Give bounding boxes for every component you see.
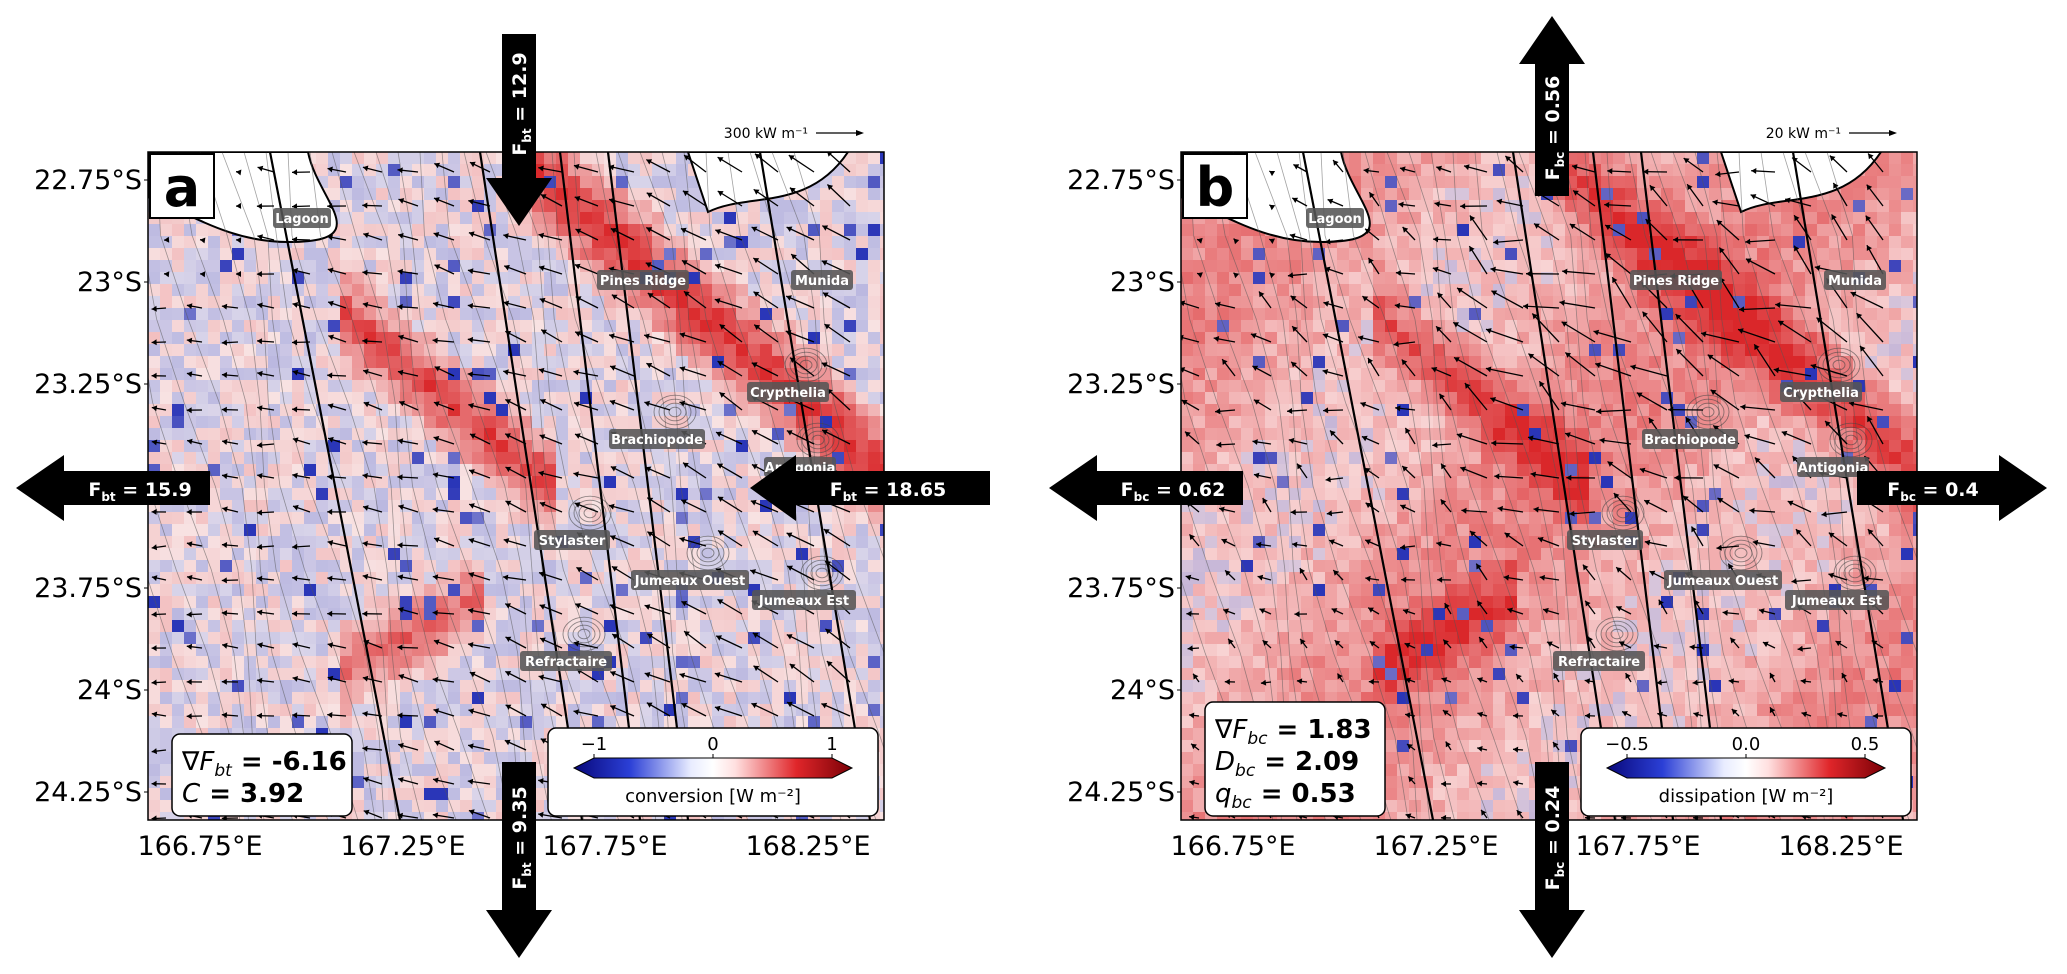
flux-arrow-left: Fbt = 15.9: [16, 455, 210, 521]
site-label: Jumeaux Est: [752, 590, 856, 610]
panel-b: 22.75°S23°S23.25°S23.5°S23.75°S24°S24.25…: [1033, 0, 2066, 974]
lat-tick-label: 24°S: [1110, 675, 1175, 706]
flux-value: Fbc = 0.62: [1121, 479, 1226, 504]
colorbar-tick-label: 0: [707, 734, 718, 755]
site-label: Crypthelia: [747, 382, 829, 402]
site-label: Lagoon: [1306, 208, 1364, 228]
site-label: Lagoon: [273, 208, 331, 228]
map-figure: 22.75°S23°S23.25°S23.5°S23.75°S24°S24.25…: [1049, 16, 2047, 958]
site-label: Refractaire: [520, 651, 612, 671]
quiver-scale-label: 20 kW m⁻¹: [1766, 126, 1841, 142]
colorbar-tick-label: 0.5: [1851, 734, 1880, 755]
stat-value: ∇Fbt = -6.16: [181, 747, 347, 781]
lat-tick-label: 23°S: [1110, 267, 1175, 298]
site-label: Crypthelia: [1780, 382, 1862, 402]
svg-text:Pines Ridge: Pines Ridge: [600, 274, 686, 289]
site-label: Pines Ridge: [597, 270, 689, 290]
lon-tick-label: 167.75°E: [1575, 831, 1700, 862]
flux-arrow-left: Fbc = 0.62: [1049, 455, 1243, 521]
svg-text:Stylaster: Stylaster: [539, 534, 606, 549]
panel-letter: a: [164, 156, 200, 219]
site-label: Stylaster: [1567, 530, 1643, 550]
svg-text:Lagoon: Lagoon: [275, 212, 328, 227]
lat-tick-label: 23.75°S: [1067, 573, 1175, 604]
flux-arrow-right: Fbc = 0.4: [1857, 455, 2047, 521]
lat-tick-label: 23.25°S: [1067, 369, 1175, 400]
lat-tick-label: 22.75°S: [1067, 165, 1175, 196]
flux-value: Fbt = 18.65: [830, 479, 947, 504]
svg-text:Refractaire: Refractaire: [525, 655, 607, 670]
lon-tick-label: 168.25°E: [1778, 831, 1903, 862]
flux-arrow-bottom: Fbt = 9.35: [486, 762, 552, 958]
stat-value: Dbc = 2.09: [1215, 747, 1359, 781]
lon-tick-label: 166.75°E: [1170, 831, 1295, 862]
flux-arrow-bottom: Fbc = 0.24: [1519, 762, 1585, 958]
site-label: Munida: [791, 270, 853, 290]
colorbar-tick-label: 1: [826, 734, 837, 755]
site-label: Jumeaux Ouest: [631, 570, 749, 590]
lat-tick-label: 24.25°S: [34, 777, 142, 808]
flux-value: Fbc = 0.56: [1542, 76, 1567, 181]
svg-text:Brachiopode: Brachiopode: [611, 433, 703, 448]
lon-tick-label: 167.25°E: [340, 831, 465, 862]
lon-tick-label: 168.25°E: [745, 831, 870, 862]
flux-arrow-top: Fbt = 12.9: [486, 34, 552, 226]
site-label: Pines Ridge: [1630, 270, 1722, 290]
site-label: Brachiopode: [1642, 429, 1738, 449]
lon-tick-label: 167.75°E: [542, 831, 667, 862]
flux-arrow-right: Fbt = 18.65: [750, 455, 990, 521]
svg-text:Munida: Munida: [795, 274, 849, 289]
colorbar-tick-label: −0.5: [1605, 734, 1649, 755]
svg-text:Crypthelia: Crypthelia: [750, 386, 826, 401]
colorbar-tick-label: −1: [581, 734, 608, 755]
colorbar-tick-label: 0.0: [1732, 734, 1761, 755]
flux-value: Fbc = 0.24: [1542, 786, 1567, 891]
lon-tick-label: 167.25°E: [1373, 831, 1498, 862]
lon-tick-label: 166.75°E: [137, 831, 262, 862]
lat-tick-label: 24.25°S: [1067, 777, 1175, 808]
flux-value: Fbc = 0.4: [1887, 479, 1979, 504]
lat-tick-label: 22.75°S: [34, 165, 142, 196]
site-label: Antigonia: [1797, 457, 1869, 477]
flux-arrow-top: Fbc = 0.56: [1519, 16, 1585, 196]
panel-letter: b: [1196, 156, 1235, 219]
site-label: Munida: [1824, 270, 1886, 290]
stat-value: C = 3.92: [182, 779, 304, 809]
colorbar-label: conversion [W m⁻²]: [625, 786, 801, 807]
site-label: Jumeaux Ouest: [1664, 570, 1782, 590]
lat-tick-label: 23°S: [77, 267, 142, 298]
colorbar-label: dissipation [W m⁻²]: [1659, 786, 1834, 807]
site-label: Brachiopode: [609, 429, 705, 449]
site-label: Stylaster: [534, 530, 610, 550]
stat-value: ∇Fbc = 1.83: [1214, 715, 1372, 749]
flux-value: Fbt = 15.9: [88, 479, 191, 504]
panel-a: 22.75°S23°S23.25°S23.5°S23.75°S24°S24.25…: [0, 0, 1033, 974]
lat-tick-label: 23.75°S: [34, 573, 142, 604]
svg-text:Jumeaux Est: Jumeaux Est: [758, 594, 849, 609]
site-label: Refractaire: [1553, 651, 1645, 671]
site-label: Jumeaux Est: [1785, 590, 1889, 610]
svg-text:Jumeaux Ouest: Jumeaux Ouest: [634, 574, 745, 589]
map-figure: 22.75°S23°S23.25°S23.5°S23.75°S24°S24.25…: [16, 34, 990, 958]
stat-value: qbc = 0.53: [1215, 779, 1356, 813]
flux-value: Fbt = 9.35: [509, 786, 534, 889]
flux-value: Fbt = 12.9: [509, 52, 534, 155]
quiver-scale-label: 300 kW m⁻¹: [724, 126, 808, 142]
lat-tick-label: 24°S: [77, 675, 142, 706]
lat-tick-label: 23.25°S: [34, 369, 142, 400]
